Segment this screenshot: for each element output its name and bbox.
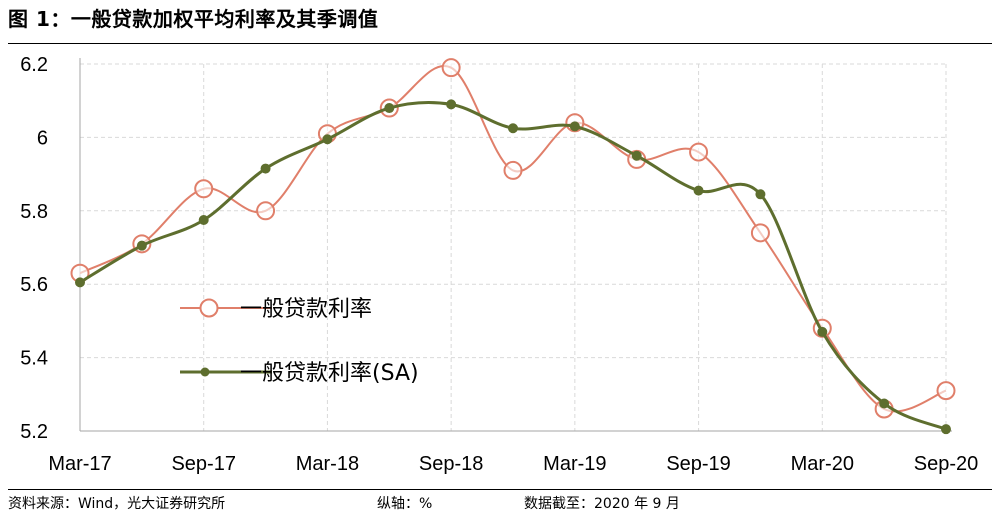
axis-layer: 5.2 5.4 5.6 5.8 6 6.2 Mar-17 Sep-17 Mar-18 Sep-18… — [20, 54, 978, 475]
data-point — [441, 58, 461, 78]
data-point — [75, 277, 85, 288]
data-point — [755, 189, 766, 200]
data-point — [569, 121, 580, 132]
axis-unit-note: 纵轴：% — [377, 496, 433, 512]
data-point — [879, 398, 890, 409]
data-point — [503, 160, 523, 180]
data-point — [322, 134, 333, 145]
line-chart: 5.2 5.4 5.6 5.8 6 6.2 Mar-17 Sep-17 Mar-18 Sep-18… — [20, 54, 978, 475]
source-note: 资料来源：Wind，光大证券研究所 — [8, 496, 226, 512]
x-tick-label: Sep-18 — [419, 453, 484, 475]
legend-marker — [200, 367, 210, 377]
data-point — [693, 185, 704, 196]
legend-label: 一般贷款利率 — [240, 297, 372, 322]
data-point — [936, 381, 956, 401]
x-tick-label: Mar-19 — [543, 453, 606, 475]
data-point — [194, 179, 214, 199]
y-tick-label: 5.2 — [20, 421, 48, 443]
series-line — [79, 64, 947, 413]
grid-layer — [79, 63, 947, 431]
y-tick-label: 5.4 — [20, 348, 48, 370]
chart-title: 图 1：一般贷款加权平均利率及其季调值 — [8, 7, 379, 31]
data-point — [256, 201, 276, 221]
data-point — [260, 163, 271, 174]
x-tick-label: Mar-17 — [48, 453, 111, 475]
data-point — [384, 103, 395, 114]
data-point — [817, 326, 828, 337]
legend-marker — [199, 298, 219, 318]
data-point — [631, 150, 642, 161]
x-tick-label: Mar-18 — [296, 453, 359, 475]
data-point — [750, 223, 770, 243]
y-tick-label: 6 — [37, 127, 48, 149]
data-point — [198, 214, 209, 225]
legend-label: 一般贷款利率(SA) — [240, 361, 419, 386]
x-tick-label: Sep-17 — [171, 453, 236, 475]
y-tick-label: 5.6 — [20, 274, 48, 296]
data-point — [941, 424, 951, 435]
data-point — [689, 142, 709, 162]
series-layer — [70, 58, 956, 435]
footer-rule — [8, 489, 992, 490]
y-tick-label: 5.8 — [20, 201, 48, 223]
data-point — [508, 123, 518, 134]
data-point — [446, 99, 457, 110]
y-tick-label: 6.2 — [20, 54, 48, 76]
data-point — [136, 240, 147, 251]
data-cutoff-note: 数据截至：2020 年 9 月 — [524, 496, 680, 512]
title-rule — [8, 43, 992, 44]
x-tick-label: Sep-19 — [666, 453, 731, 475]
x-tick-label: Mar-20 — [791, 453, 854, 475]
x-tick-label: Sep-20 — [914, 453, 979, 475]
series-line — [79, 101, 947, 431]
